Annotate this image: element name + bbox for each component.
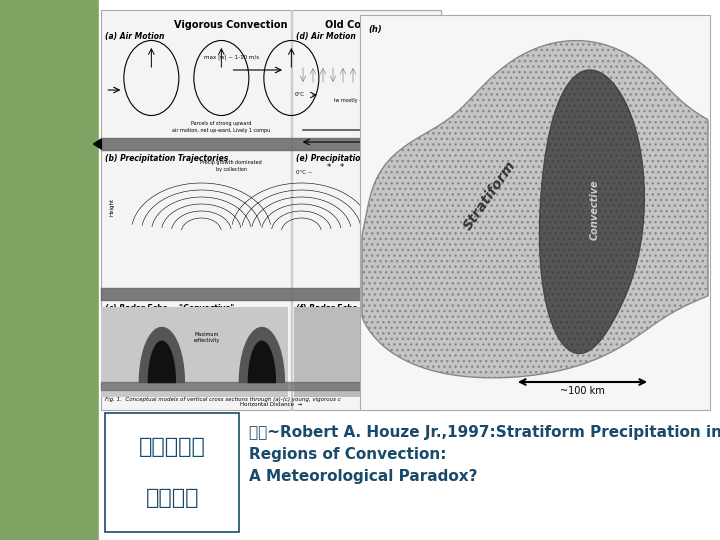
Text: Convective: Convective bbox=[590, 180, 600, 240]
Text: 層狀降水: 層狀降水 bbox=[145, 488, 199, 508]
Text: 出處~Robert A. Houze Jr.,1997:Stratiform Precipitation in: 出處~Robert A. Houze Jr.,1997:Stratiform P… bbox=[249, 425, 720, 440]
Polygon shape bbox=[539, 70, 644, 354]
Bar bbox=[294, 307, 440, 397]
Text: by collection: by collection bbox=[216, 167, 247, 172]
Polygon shape bbox=[94, 139, 102, 149]
FancyBboxPatch shape bbox=[105, 413, 239, 532]
Text: (b) Precipitation Trajectories: (b) Precipitation Trajectories bbox=[105, 154, 229, 163]
Text: (f) Radar Echo: (f) Radar Echo bbox=[296, 304, 357, 313]
Bar bbox=[360, 15, 710, 410]
Text: 對流降水與: 對流降水與 bbox=[139, 437, 206, 457]
Text: Horizontal Distance  →: Horizontal Distance → bbox=[240, 402, 302, 407]
Text: A Meteorological Paradox?: A Meteorological Paradox? bbox=[249, 469, 478, 484]
Text: Regions of Convection:: Regions of Convection: bbox=[249, 447, 447, 462]
Text: Fig. 1.  Conceptual models of vertical cross sections through (a)-(c) young, vig: Fig. 1. Conceptual models of vertical cr… bbox=[105, 397, 341, 402]
Text: Height: Height bbox=[109, 198, 114, 216]
Text: Stratiform: Stratiform bbox=[461, 158, 519, 232]
Bar bbox=[102, 307, 288, 397]
Text: lw mostly < about 1-2 m/s: lw mostly < about 1-2 m/s bbox=[334, 98, 399, 103]
Text: (e) Precipitation Trajectories: (e) Precipitation Trajectories bbox=[296, 154, 418, 163]
Text: Parcels of strong upward: Parcels of strong upward bbox=[191, 121, 251, 126]
Text: (c) Radar Echo -- "Convective": (c) Radar Echo -- "Convective" bbox=[105, 304, 235, 313]
Bar bbox=[102, 10, 441, 410]
Polygon shape bbox=[362, 40, 708, 378]
Bar bbox=[102, 288, 441, 300]
Text: ~100 km: ~100 km bbox=[560, 386, 605, 396]
Text: (h): (h) bbox=[368, 25, 382, 34]
Text: 0°C: 0°C bbox=[294, 92, 305, 98]
Text: *: * bbox=[327, 163, 331, 172]
Text: Old Convection: Old Convection bbox=[325, 20, 408, 30]
Text: Vigorous Convection: Vigorous Convection bbox=[174, 20, 287, 30]
Bar bbox=[0, 0, 99, 540]
Text: Maximum
reflectivity: Maximum reflectivity bbox=[193, 332, 220, 343]
Bar bbox=[99, 0, 720, 540]
Bar bbox=[102, 138, 441, 150]
Text: air motion, net up-ward, Lively 1 compu: air motion, net up-ward, Lively 1 compu bbox=[172, 128, 271, 133]
Text: Precip growth dominated: Precip growth dominated bbox=[200, 160, 262, 165]
Text: (d) Air Motion: (d) Air Motion bbox=[296, 32, 356, 41]
Text: max |w| ~ 1-10 m/s: max |w| ~ 1-10 m/s bbox=[204, 54, 259, 59]
Text: *: * bbox=[340, 163, 344, 172]
Text: (a) Air Motion: (a) Air Motion bbox=[105, 32, 165, 41]
Text: 0°C --: 0°C -- bbox=[296, 170, 312, 175]
Bar bbox=[102, 382, 441, 390]
